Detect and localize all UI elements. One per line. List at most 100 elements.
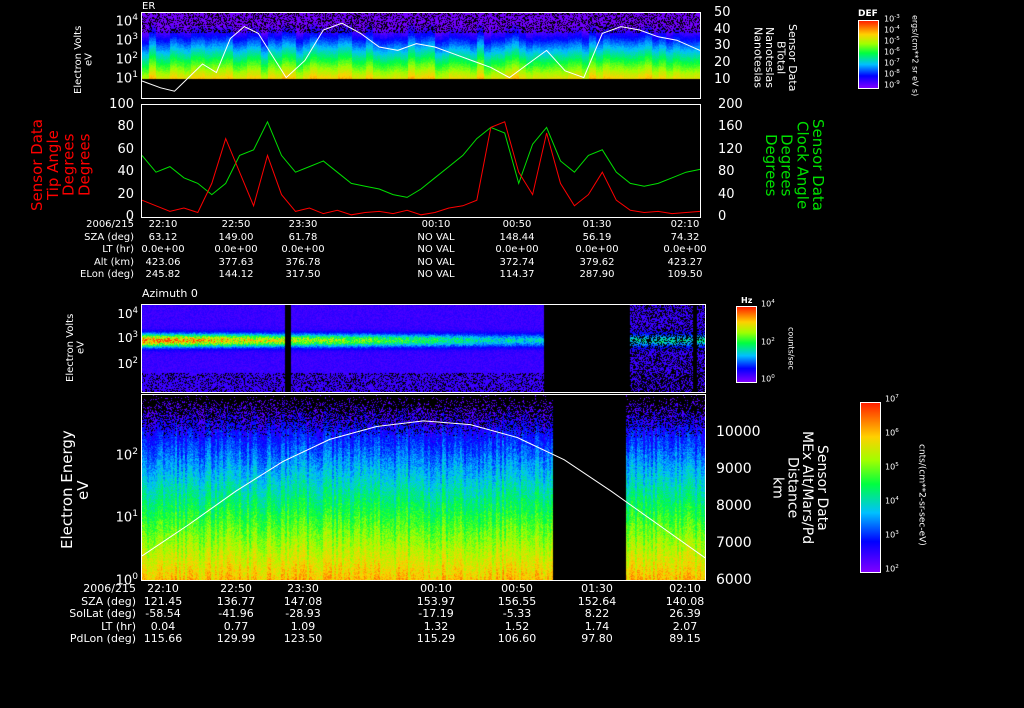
cell-value: 1.74 (584, 619, 610, 633)
cb1t-tick: 10-6 (884, 47, 900, 57)
cell-value: 376.78 (285, 256, 321, 268)
panel1-btotal-overlay (141, 22, 701, 92)
cell-value: 00:10 (421, 219, 451, 230)
p2lt-tick: 0 (125, 209, 134, 224)
cell-value: 56.19 (582, 231, 612, 243)
cell-value: 26.39 (669, 607, 701, 620)
cell-value: NO VAL (417, 231, 455, 243)
row-label: SolLat (deg) (69, 607, 136, 620)
p3yt-tick: 102 (117, 355, 138, 371)
btotal-line (141, 22, 701, 92)
cell-value: 0.0e+00 (663, 244, 707, 255)
row-label: ELon (deg) (80, 269, 134, 280)
panel4-right-label: Sensor Data MEx Alt/Mars/Pd Distance km (769, 418, 830, 558)
cell-value: 0.0e+00 (214, 244, 258, 255)
cell-value: 109.50 (667, 269, 703, 280)
cell-value: -5.33 (502, 607, 532, 620)
cell-value: NO VAL (417, 256, 455, 268)
p1yt-tick: 103 (115, 32, 138, 49)
cell-value: 152.64 (577, 594, 617, 608)
p2rt-tick: 0 (718, 209, 727, 224)
row-label: PdLon (deg) (69, 632, 136, 645)
cb4t-tick: 105 (885, 462, 899, 472)
cb1t-tick: 10-3 (884, 14, 900, 24)
cell-value: 23:30 (288, 219, 318, 230)
cell-value: 149.00 (218, 231, 254, 243)
p1rt-tick: 10 (714, 72, 731, 87)
row-label: SZA (deg) (81, 594, 136, 608)
label-line: Sensor Data (786, 24, 800, 92)
p4rt-tick: 6000 (716, 572, 752, 588)
label-line: BTotal (774, 41, 788, 75)
cell-value: 148.44 (499, 231, 535, 243)
cell-value: 372.74 (499, 256, 535, 268)
cb4t-tick: 107 (885, 394, 899, 404)
cell-value: 377.63 (218, 256, 254, 268)
altitude-line (141, 420, 706, 559)
cell-value: 0.0e+00 (281, 244, 325, 255)
colorbar1-unit: ergs/(cm**2 sr eV s) (910, 15, 920, 97)
p3yt-tick: 104 (117, 305, 138, 321)
cell-value: 317.50 (285, 269, 321, 280)
cell-value: 0.0e+00 (575, 244, 619, 255)
p2lt-tick: 40 (117, 164, 134, 179)
p2lt-tick: 20 (117, 187, 134, 202)
p1rt-tick: 20 (714, 55, 731, 70)
cb1t-tick: 10-9 (884, 80, 900, 90)
cb4t-tick: 103 (885, 530, 899, 540)
cell-value: 144.12 (218, 269, 254, 280)
cell-value: 140.08 (665, 594, 705, 608)
panel1-frame (141, 12, 701, 99)
colorbar4 (860, 402, 881, 573)
p3yt-tick: 103 (117, 329, 138, 345)
cell-value: -28.93 (285, 607, 321, 620)
panel4-altitude-overlay (141, 420, 706, 559)
cell-value: -17.19 (418, 607, 454, 620)
p2lt-tick: 80 (117, 119, 134, 134)
cell-value: NO VAL (417, 244, 455, 255)
p2rt-tick: 80 (718, 164, 735, 179)
label-line: Clock Angle (793, 120, 812, 210)
row-label: 2006/215 (83, 582, 136, 595)
panel1-title: ER (142, 1, 156, 12)
p2rt-tick: 200 (718, 97, 743, 112)
cell-value: 23:30 (287, 582, 319, 595)
p1yt-tick: 101 (115, 70, 138, 87)
cell-value: 00:10 (420, 582, 452, 595)
p4rt-tick: 10000 (716, 424, 761, 440)
panel2-frame (141, 104, 701, 218)
cell-value: 423.06 (145, 256, 181, 268)
cell-value: 287.90 (579, 269, 615, 280)
colorbar3-title: Hz (741, 296, 753, 305)
clock-angle-line (141, 120, 701, 198)
panel1-right-label: Sensor Data BTotal Nanoteslas Nanoteslas (752, 18, 800, 98)
label-line: Sensor Data (813, 445, 830, 531)
row-label: LT (hr) (102, 244, 134, 255)
p1yt-tick: 102 (115, 51, 138, 68)
p1rt-tick: 50 (714, 5, 731, 20)
panel3-title: Azimuth 0 (142, 287, 198, 300)
cell-value: 0.0e+00 (495, 244, 539, 255)
cell-value: 123.50 (283, 632, 323, 645)
cell-value: 89.15 (669, 632, 701, 645)
p2rt-tick: 40 (718, 187, 735, 202)
p4yt-tick: 100 (115, 572, 138, 589)
cell-value: 1.09 (290, 619, 316, 633)
panel4-frame (141, 394, 706, 581)
cell-value: NO VAL (417, 269, 455, 280)
cell-value: 114.37 (499, 269, 535, 280)
cell-value: 106.60 (497, 632, 537, 645)
cell-value: 245.82 (145, 269, 181, 280)
p1rt-tick: 30 (714, 38, 731, 53)
cb1t-tick: 10-4 (884, 25, 900, 35)
colorbar3-unit: counts/sec (786, 326, 796, 370)
label-line: km (769, 477, 786, 499)
cell-value: 22:10 (147, 582, 179, 595)
cell-value: 02:10 (670, 219, 700, 230)
cell-value: 153.97 (416, 594, 456, 608)
label-line: Nanoteslas (763, 27, 777, 89)
cell-value: 121.45 (143, 594, 183, 608)
cell-value: 97.80 (581, 632, 613, 645)
cell-value: 156.55 (497, 594, 537, 608)
cell-value: 22:10 (148, 219, 178, 230)
